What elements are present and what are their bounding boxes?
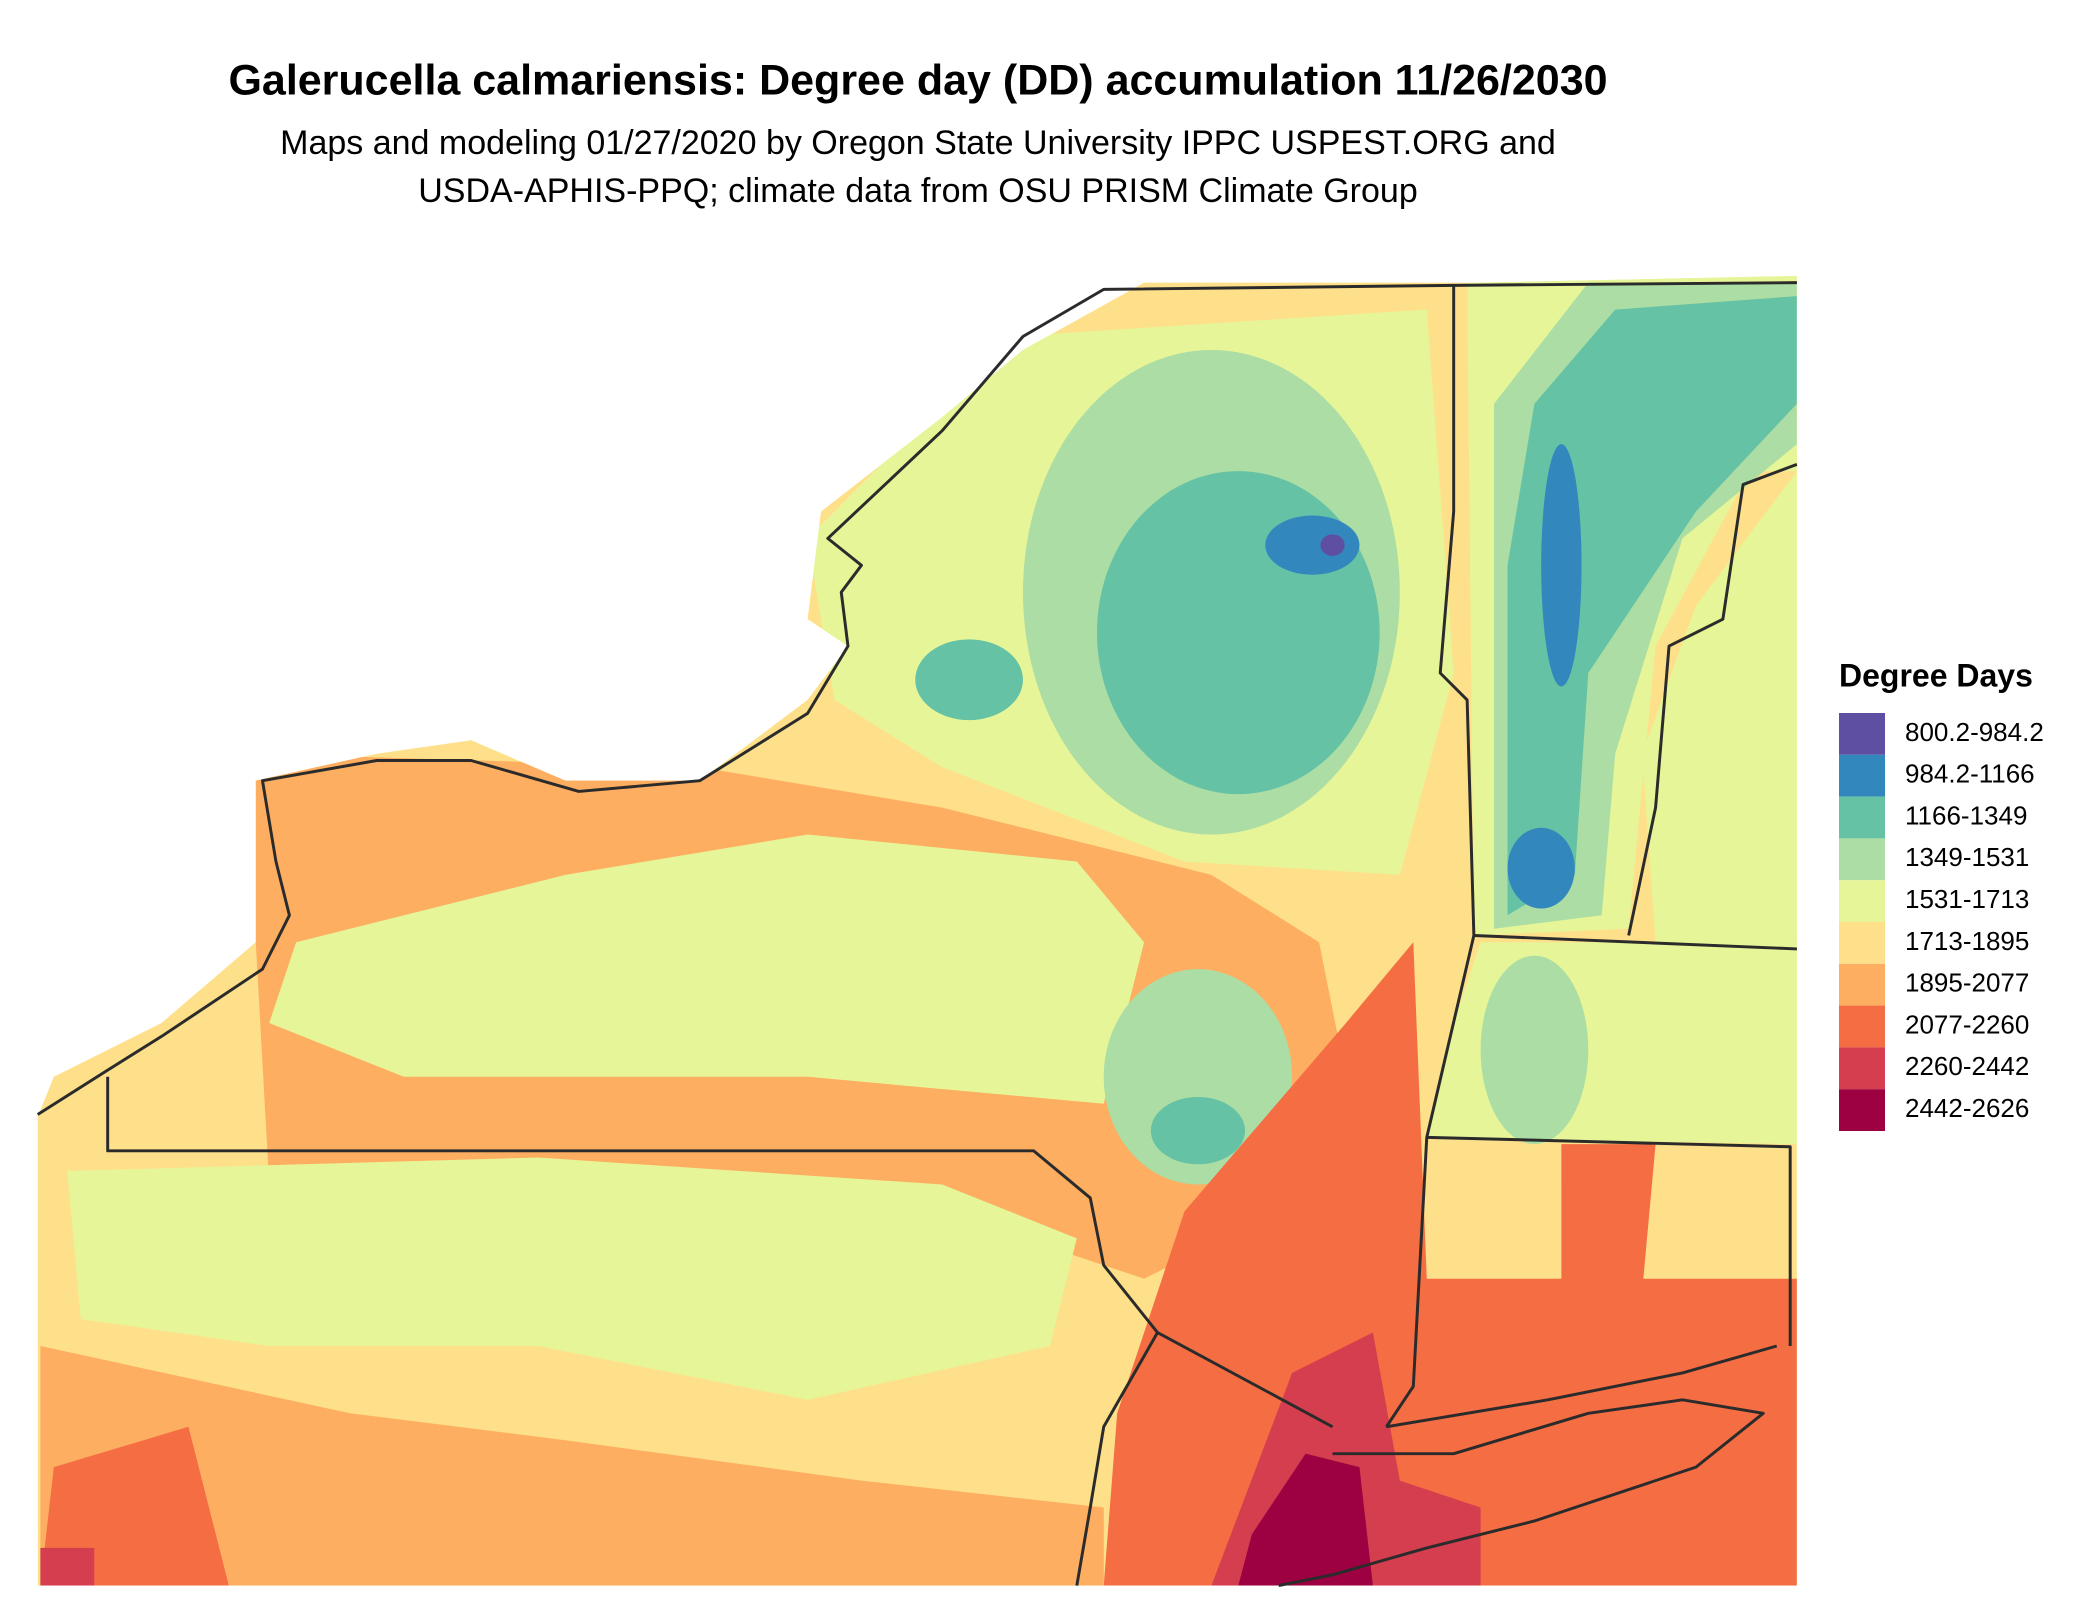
- legend-label: 2442-2626: [1905, 1093, 2029, 1123]
- legend-title: Degree Days: [1839, 657, 2033, 693]
- legend-label: 1895-2077: [1905, 968, 2029, 998]
- zone: [67, 1157, 1077, 1400]
- legend-swatch: [1839, 1047, 1885, 1090]
- legend-label: 984.2-1166: [1905, 759, 2035, 789]
- legend-label: 1166-1349: [1905, 800, 2027, 830]
- zone: [1507, 827, 1575, 909]
- legend-swatch: [1839, 754, 1885, 797]
- legend-label: 800.2-984.2: [1905, 717, 2044, 747]
- zone: [40, 1426, 229, 1586]
- legend-swatch: [1839, 1089, 1885, 1131]
- legend-swatch: [1839, 838, 1885, 881]
- legend-swatch: [1839, 713, 1885, 755]
- legend-swatch: [1839, 963, 1885, 1006]
- legend-label: 1713-1895: [1905, 926, 2029, 956]
- legend-label: 1349-1531: [1905, 842, 2029, 872]
- zone: [1541, 444, 1582, 687]
- zone: [1480, 955, 1589, 1145]
- zone: [40, 1547, 95, 1586]
- zone: [1096, 471, 1380, 795]
- zone: [1238, 1453, 1373, 1586]
- legend-label: 1531-1713: [1905, 884, 2029, 914]
- zone: [1265, 515, 1360, 575]
- legend-label: 2077-2260: [1905, 1009, 2029, 1039]
- map-title: Galerucella calmariensis: Degree day (DD…: [228, 56, 1607, 104]
- map-subtitle: USDA-APHIS-PPQ; climate data from OSU PR…: [418, 172, 1417, 210]
- state-borders: [36, 281, 1798, 1588]
- legend: 800.2-984.2 984.2-1166 1166-1349 1349-1531 1…: [1839, 713, 2044, 1131]
- zone: [915, 639, 1023, 721]
- legend-swatch: [1839, 922, 1885, 964]
- zone: [1561, 1144, 1656, 1293]
- zone: [1507, 296, 1797, 916]
- legend-swatch: [1839, 796, 1885, 839]
- degree-day-map: [36, 275, 1798, 1588]
- legend-swatch: [1839, 880, 1885, 922]
- zone: [40, 1346, 1104, 1586]
- zone: [1320, 534, 1345, 556]
- zone: [269, 834, 1145, 1104]
- legend-swatch: [1839, 1005, 1885, 1048]
- map-subtitle: Maps and modeling 01/27/2020 by Oregon S…: [280, 124, 1556, 162]
- raster: [37, 275, 1797, 1586]
- legend-label: 2260-2442: [1905, 1051, 2029, 1081]
- zone: [1150, 1096, 1246, 1165]
